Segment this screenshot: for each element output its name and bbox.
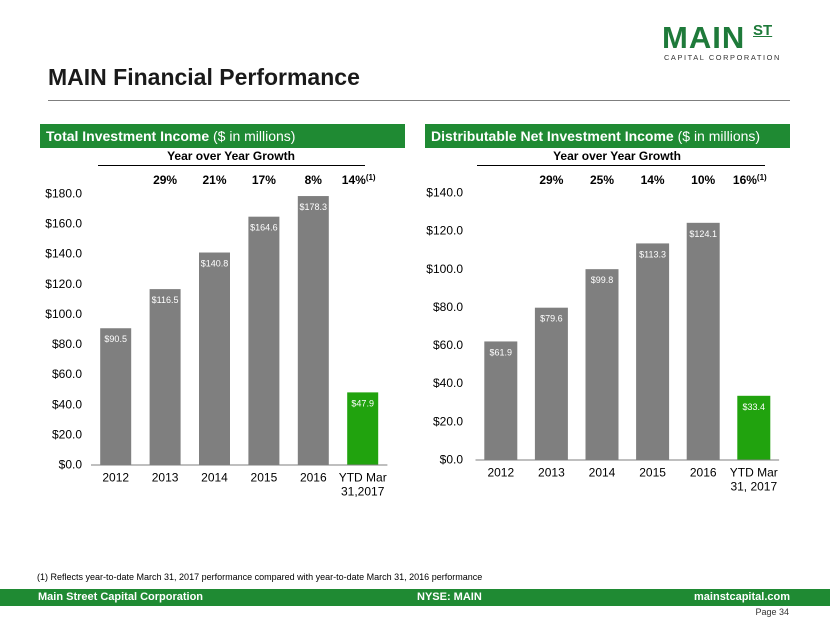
footer-ticker: NYSE: MAIN [417,591,482,603]
x-tick-label: 2014 [589,466,616,480]
logo-st-text: ST [753,22,773,39]
x-tick-label: 2016 [690,466,717,480]
y-tick-label: $60.0 [433,338,463,352]
bar-value-label: $178.3 [300,202,328,212]
bar-value-label: $124.1 [689,229,717,239]
y-tick-label: $140.0 [45,247,82,261]
growth-footnote-marker: (1) [366,173,376,182]
growth-value: 10% [691,173,715,187]
x-tick-label: 2012 [487,466,514,480]
bar-value-label: $113.3 [639,249,666,259]
bar [636,243,670,460]
left-header-unit: ($ in millions) [209,128,296,144]
y-tick-label: $120.0 [426,224,463,238]
bar-value-label: $47.9 [351,398,374,408]
bar-value-label: $90.5 [104,334,127,344]
bar-value-label: $61.9 [490,347,513,357]
company-logo: MAIN ST CAPITAL CORPORATION [662,20,781,63]
growth-value: 17% [252,173,276,187]
footnote: (1) Reflects year-to-date March 31, 2017… [37,572,483,582]
title-divider [48,100,790,101]
bar-value-label: $140.8 [201,259,229,269]
y-tick-label: $0.0 [440,453,464,467]
growth-title: Year over Year Growth [553,149,681,163]
page-title: MAIN Financial Performance [48,64,360,90]
total-investment-income-chart: Year over Year Growth 29% 21% 17% 8% 14%(1) $0… [45,149,388,499]
x-tick-label: 2012 [102,471,129,485]
y-tick-label: $120.0 [45,277,82,291]
y-tick-label: $160.0 [45,217,82,231]
growth-value: 14%(1) [342,173,376,187]
bar [347,392,379,465]
growth-value: 29% [539,173,563,187]
bar-value-label: $116.5 [152,295,179,305]
growth-value: 29% [153,173,177,187]
growth-value-text: 14% [342,173,366,187]
x-tick-label: 2015 [251,471,278,485]
growth-value-text: 16% [733,173,757,187]
x-tick-label: 31,2017 [341,485,385,499]
bar-value-label: $79.6 [540,314,563,324]
logo-subtitle: CAPITAL CORPORATION [664,53,781,62]
growth-value: 14% [641,173,665,187]
left-header-bold: Total Investment Income [46,128,210,144]
x-tick-label: 2015 [639,466,666,480]
y-tick-label: $80.0 [433,300,463,314]
bar [484,341,518,460]
left-chart-header: Total Investment Income ($ in millions) [40,124,405,148]
footer-website[interactable]: mainstcapital.com [694,591,790,603]
growth-title: Year over Year Growth [167,149,295,163]
y-tick-label: $140.0 [426,186,463,200]
bar-value-label: $99.8 [591,275,614,285]
x-tick-label: 2014 [201,471,228,485]
y-tick-label: $40.0 [52,397,82,411]
growth-value: 21% [202,173,226,187]
bar [199,252,230,465]
growth-value: 25% [590,173,614,187]
bar [100,328,132,465]
bar [149,289,181,465]
x-tick-label: YTD Mar [730,466,778,480]
logo-main-text: MAIN [662,20,746,55]
footer-bar: Main Street Capital Corporation NYSE: MA… [0,589,830,606]
distributable-nii-chart: Year over Year Growth 29% 25% 14% 10% 16%(1) $… [426,149,780,494]
growth-footnote-marker: (1) [757,173,767,182]
y-tick-label: $40.0 [433,376,463,390]
footer-company: Main Street Capital Corporation [38,591,204,603]
right-header-bold: Distributable Net Investment Income [431,128,674,144]
growth-value: 8% [305,173,323,187]
y-tick-label: $20.0 [433,414,463,428]
x-tick-label: 2013 [152,471,179,485]
bar [686,222,720,460]
page-number: Page 34 [755,607,789,617]
y-tick-label: $100.0 [45,307,82,321]
y-tick-label: $80.0 [52,337,82,351]
bar [248,216,280,465]
y-tick-label: $0.0 [59,458,83,472]
y-tick-label: $60.0 [52,367,82,381]
x-tick-label: 31, 2017 [730,480,777,494]
y-tick-label: $100.0 [426,262,463,276]
bar-value-label: $164.6 [250,223,278,233]
bar [534,307,568,460]
x-tick-label: 2016 [300,471,327,485]
right-header-unit: ($ in millions) [673,128,761,144]
right-chart-header: Distributable Net Investment Income ($ i… [425,124,790,148]
y-tick-label: $180.0 [45,187,82,201]
growth-value: 16%(1) [733,173,767,187]
x-tick-label: 2013 [538,466,565,480]
bar [585,269,619,460]
y-tick-label: $20.0 [52,427,82,441]
bar [297,196,329,465]
bar-value-label: $33.4 [743,402,766,412]
bar [737,395,771,460]
x-tick-label: YTD Mar [339,471,387,485]
